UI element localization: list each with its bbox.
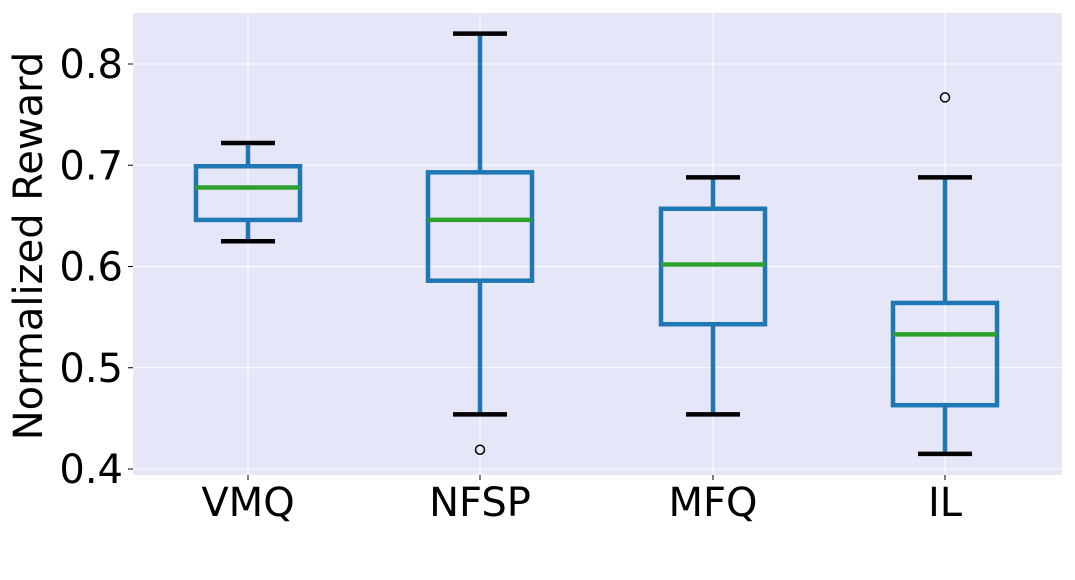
box-mfq [658, 175, 768, 417]
plot-background [133, 13, 1062, 475]
box-vmq [193, 140, 303, 244]
y-tick-label: 0.4 [59, 447, 123, 493]
box-nfsp [425, 31, 535, 456]
x-tick-label: NFSP [429, 480, 531, 526]
y-tick-label: 0.8 [59, 42, 123, 88]
x-tick-label: VMQ [201, 480, 294, 526]
x-tick-label: IL [928, 480, 963, 526]
iqr-box [890, 300, 1000, 408]
iqr-box [193, 164, 303, 223]
box-series [193, 31, 1000, 457]
box-il [890, 92, 1000, 457]
x-axis-ticks: VMQ NFSP MFQ IL [201, 475, 963, 526]
outlier-point [939, 92, 951, 103]
y-axis-title: Normalized Reward [6, 52, 52, 441]
y-axis-ticks: 0.4 0.5 0.6 0.7 0.8 [59, 42, 133, 493]
y-tick-label: 0.6 [59, 245, 123, 291]
outlier-point [474, 444, 486, 456]
y-tick-label: 0.7 [59, 143, 123, 189]
x-tick-label: MFQ [668, 480, 757, 526]
iqr-box [425, 170, 535, 283]
y-tick-label: 0.5 [59, 346, 123, 392]
